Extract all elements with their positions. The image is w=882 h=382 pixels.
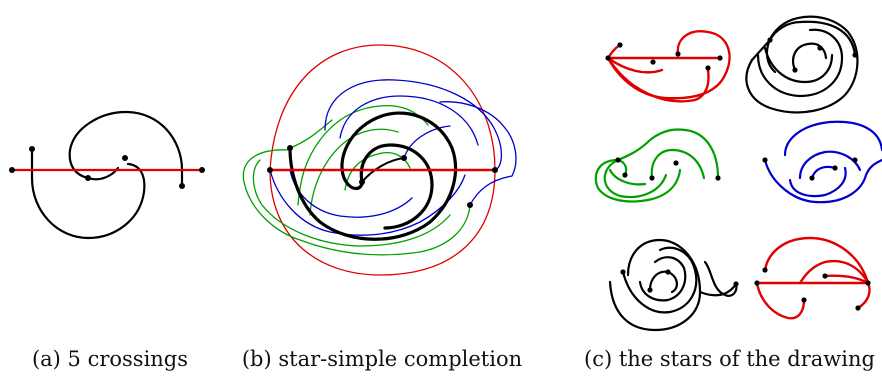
- star-blue: [762, 120, 882, 204]
- vertex: [267, 167, 273, 173]
- caption-b: (b) star-simple completion: [242, 347, 522, 371]
- panel-a-drawing: [9, 110, 205, 240]
- vertex: [179, 183, 185, 189]
- vertex: [467, 202, 473, 208]
- star-green: [594, 128, 721, 203]
- vertex: [492, 167, 498, 173]
- panel-b-black-spiral: [288, 111, 458, 241]
- vertex: [29, 146, 35, 152]
- caption-c: (c) the stars of the drawing: [584, 347, 875, 371]
- star-red-bottom: [754, 236, 871, 320]
- vertex: [199, 167, 205, 173]
- vertex: [287, 145, 293, 151]
- panel-a-vertices: [9, 146, 205, 189]
- vertex: [9, 167, 15, 173]
- panel-b-vertices: [267, 145, 498, 208]
- vertex: [401, 155, 407, 161]
- vertex: [122, 155, 128, 161]
- panel-b-green-curves: [242, 104, 471, 256]
- vertex: [85, 175, 91, 181]
- panel-b-black-arc: [361, 157, 405, 183]
- star-black-top: [745, 15, 859, 114]
- star-black-bottom: [608, 238, 739, 332]
- star-red-top: [605, 30, 731, 103]
- panel-c-stars: [594, 15, 882, 332]
- vertex: [359, 179, 365, 185]
- panel-b-drawing: [242, 44, 517, 276]
- caption-a: (a) 5 crossings: [32, 347, 188, 371]
- panel-a-black-spiral: [30, 110, 184, 240]
